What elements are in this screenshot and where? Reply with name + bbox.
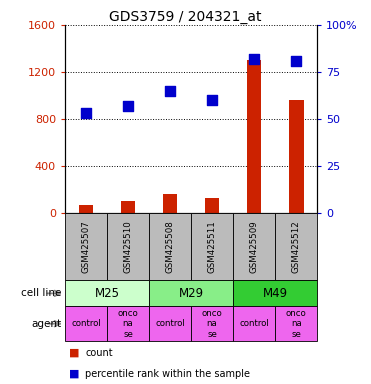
Text: control: control <box>155 319 185 328</box>
Bar <box>107 306 149 341</box>
Text: GSM425510: GSM425510 <box>124 220 132 273</box>
Point <box>125 103 131 109</box>
Bar <box>121 201 135 213</box>
Text: GSM425512: GSM425512 <box>292 220 301 273</box>
Text: M25: M25 <box>95 287 119 300</box>
Bar <box>191 213 233 280</box>
Point <box>83 110 89 116</box>
Point <box>293 58 299 64</box>
Bar <box>205 198 220 213</box>
Bar <box>107 213 149 280</box>
Text: onco
na
se: onco na se <box>118 309 138 339</box>
Bar <box>149 306 191 341</box>
Bar <box>191 306 233 341</box>
Text: GSM425507: GSM425507 <box>82 220 91 273</box>
Text: percentile rank within the sample: percentile rank within the sample <box>85 369 250 379</box>
Text: count: count <box>85 348 113 358</box>
Text: control: control <box>71 319 101 328</box>
Text: M29: M29 <box>178 287 204 300</box>
Text: GDS3759 / 204321_at: GDS3759 / 204321_at <box>109 10 262 23</box>
Bar <box>65 280 149 306</box>
Bar <box>65 306 107 341</box>
Bar <box>233 280 317 306</box>
Point <box>251 56 257 62</box>
Text: ■: ■ <box>69 348 83 358</box>
Text: agent: agent <box>31 319 61 329</box>
Text: GSM425509: GSM425509 <box>250 220 259 273</box>
Bar <box>289 100 303 213</box>
Bar <box>149 280 233 306</box>
Bar <box>65 213 107 280</box>
Text: onco
na
se: onco na se <box>202 309 223 339</box>
Bar <box>79 205 93 213</box>
Text: GSM425508: GSM425508 <box>165 220 174 273</box>
Text: onco
na
se: onco na se <box>286 309 306 339</box>
Bar <box>275 306 317 341</box>
Text: M49: M49 <box>263 287 288 300</box>
Point <box>209 97 215 103</box>
Point <box>167 88 173 94</box>
Text: cell line: cell line <box>21 288 61 298</box>
Bar <box>162 194 177 213</box>
Bar <box>233 213 275 280</box>
Bar <box>233 306 275 341</box>
Text: GSM425511: GSM425511 <box>208 220 217 273</box>
Bar <box>275 213 317 280</box>
Text: control: control <box>239 319 269 328</box>
Bar <box>149 213 191 280</box>
Bar <box>247 60 262 213</box>
Text: ■: ■ <box>69 369 83 379</box>
